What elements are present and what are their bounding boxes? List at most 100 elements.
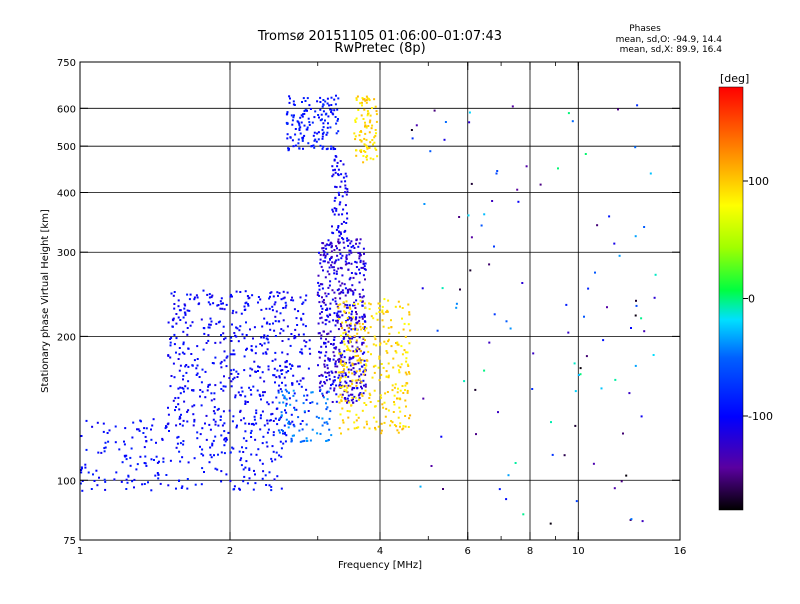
data-point (144, 455, 147, 458)
data-point (339, 354, 342, 357)
data-point (321, 300, 324, 303)
data-point (249, 374, 252, 377)
data-point (333, 336, 336, 339)
data-point (96, 484, 99, 487)
data-point (517, 200, 520, 203)
data-point (173, 343, 176, 346)
data-point (123, 440, 125, 443)
data-point (282, 297, 285, 300)
data-point (341, 393, 344, 396)
data-point (436, 329, 439, 332)
data-point (253, 326, 256, 329)
data-point (192, 413, 195, 416)
data-point (271, 401, 274, 404)
data-point (201, 390, 204, 393)
data-point (322, 122, 325, 125)
data-point (346, 304, 349, 307)
data-point (220, 470, 223, 473)
data-point (125, 478, 128, 481)
data-point (131, 436, 134, 439)
data-point (272, 322, 274, 325)
data-point (90, 488, 93, 490)
data-point (354, 323, 357, 326)
data-point (335, 384, 338, 387)
data-point (289, 97, 291, 100)
data-point (214, 435, 217, 438)
data-point (281, 394, 284, 397)
data-point (254, 352, 257, 355)
data-point (306, 439, 309, 442)
data-point (350, 262, 353, 265)
data-point (177, 435, 180, 438)
data-point (333, 199, 336, 202)
data-point (574, 424, 577, 427)
data-point (349, 307, 352, 310)
data-point (302, 301, 305, 304)
data-point (355, 299, 358, 302)
data-point (322, 250, 325, 252)
data-point (415, 124, 418, 127)
data-point (364, 367, 367, 370)
data-point (204, 422, 206, 425)
data-point (208, 423, 211, 426)
data-point (283, 395, 286, 398)
data-point (402, 425, 405, 427)
data-point (440, 435, 443, 438)
data-point (321, 287, 324, 290)
data-point (362, 161, 365, 164)
data-point (337, 304, 340, 307)
data-point (246, 482, 249, 485)
data-point (243, 305, 246, 308)
data-point (269, 328, 272, 331)
data-point (196, 364, 199, 367)
data-point (361, 395, 364, 397)
data-point (320, 305, 323, 308)
data-point (359, 259, 362, 262)
data-point (341, 341, 344, 344)
data-point (314, 138, 317, 141)
data-point (349, 316, 352, 319)
data-point (193, 404, 196, 407)
data-point (114, 441, 117, 444)
data-point (397, 416, 400, 419)
data-point (324, 276, 327, 279)
data-point (324, 354, 327, 357)
data-point (338, 194, 341, 196)
data-point (340, 180, 343, 183)
data-point (272, 374, 275, 377)
data-point (272, 295, 275, 298)
data-point (362, 118, 365, 120)
data-point (389, 424, 392, 427)
data-point (333, 379, 336, 382)
data-point (365, 156, 368, 159)
data-point (275, 396, 278, 399)
data-point (321, 384, 324, 387)
data-point (613, 487, 616, 490)
data-point (323, 421, 326, 424)
data-point (179, 309, 182, 312)
data-point (165, 474, 168, 476)
data-point (329, 410, 332, 413)
data-point (341, 195, 344, 198)
data-point (360, 385, 362, 388)
data-point (340, 400, 343, 403)
data-point (383, 298, 386, 301)
data-point (409, 329, 412, 332)
data-point (397, 343, 400, 346)
data-point (286, 137, 289, 140)
data-point (225, 365, 228, 368)
data-point (362, 370, 365, 373)
data-point (188, 298, 191, 301)
data-point (313, 116, 316, 119)
data-point (259, 343, 262, 345)
data-point (340, 291, 343, 293)
data-point (322, 242, 325, 245)
data-point (355, 311, 357, 313)
data-point (367, 97, 370, 100)
data-point (204, 396, 207, 399)
data-point (433, 109, 436, 112)
data-point (305, 388, 308, 391)
data-point (232, 368, 235, 371)
data-point (325, 247, 328, 250)
